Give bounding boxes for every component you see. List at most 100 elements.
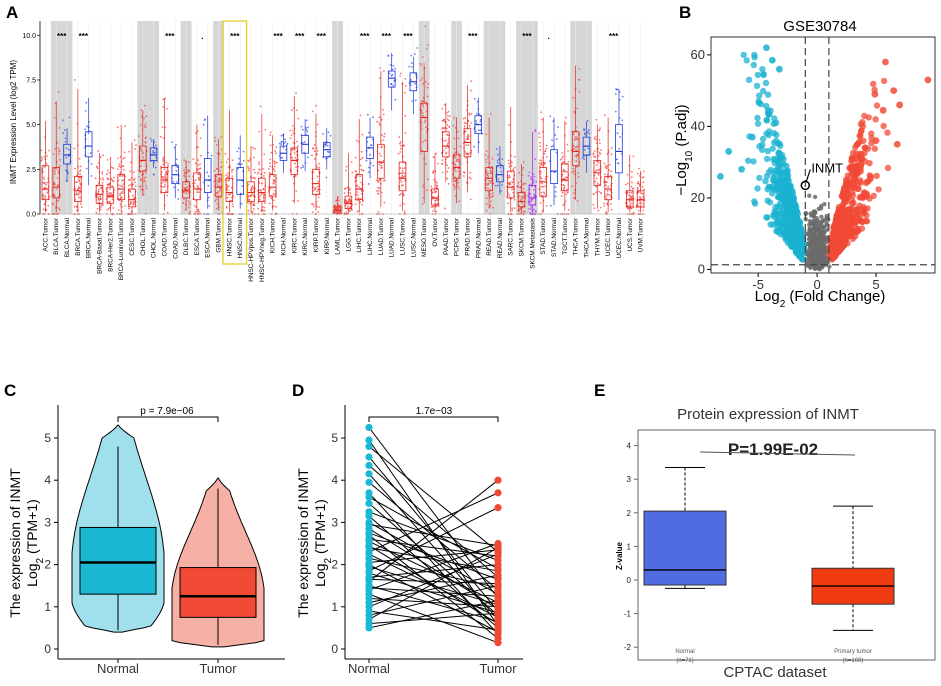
data-point: [109, 191, 112, 194]
x-label: CESC.Tumor: [129, 217, 136, 256]
pair-line: [368, 543, 499, 591]
data-point: [301, 128, 304, 131]
data-point: [490, 200, 492, 203]
data-point: [144, 176, 147, 179]
data-point: [186, 186, 188, 188]
data-point: [365, 159, 368, 162]
data-point: [162, 181, 165, 183]
y-tick-label: 5.0: [26, 122, 36, 129]
data-point: [197, 208, 200, 211]
pair-line: [368, 446, 499, 553]
data-point: [314, 187, 317, 189]
data-point: [361, 133, 364, 136]
data-point: [561, 152, 564, 154]
down-point: [773, 137, 780, 145]
data-point: [316, 205, 318, 208]
data-point: [335, 199, 338, 202]
data-point: [122, 183, 125, 186]
data-point: [311, 154, 313, 157]
data-point: [275, 146, 278, 149]
data-point: [463, 125, 466, 128]
down-point: [769, 145, 776, 152]
data-point: [500, 190, 502, 192]
data-point: [446, 133, 448, 136]
pair-line: [368, 507, 499, 572]
ns-point: [806, 237, 811, 242]
data-point: [626, 182, 629, 185]
data-point: [282, 146, 285, 149]
data-point: [252, 176, 254, 179]
data-point: [426, 86, 429, 89]
data-point: [134, 181, 136, 184]
data-point: [581, 156, 584, 159]
data-point: [573, 148, 575, 151]
box-KIRC.Tumor: [290, 147, 299, 176]
data-point: [119, 192, 121, 195]
data-point: [162, 186, 164, 188]
down-point: [743, 57, 750, 64]
data-point: [453, 188, 456, 191]
down-point: [763, 117, 771, 124]
data-point: [290, 134, 293, 137]
data-point: [441, 171, 444, 174]
data-point: [67, 172, 69, 175]
data-point: [137, 135, 140, 138]
data-point: [318, 166, 321, 169]
data-point: [508, 194, 511, 197]
data-point: [251, 186, 253, 189]
data-point: [533, 208, 536, 211]
data-point: [387, 55, 390, 57]
data-point: [621, 119, 624, 122]
data-point: [225, 161, 228, 164]
data-point: [499, 166, 502, 169]
data-point: [101, 171, 104, 173]
data-point: [162, 177, 165, 180]
data-point: [360, 189, 363, 192]
box-READ.Tumor: [485, 167, 493, 192]
data-point: [498, 158, 500, 161]
data-point: [78, 178, 80, 181]
data-point: [488, 179, 490, 182]
data-point: [193, 186, 196, 188]
data-point: [391, 68, 394, 71]
data-point: [608, 164, 611, 166]
data-point: [576, 107, 579, 110]
data-point: [554, 195, 557, 198]
data-point: [630, 191, 633, 194]
data-point: [284, 138, 286, 141]
significance-mark: ***: [230, 32, 240, 41]
data-point: [184, 176, 187, 178]
data-point: [540, 170, 542, 173]
data-point: [437, 162, 439, 165]
y-tick-label: 1: [627, 542, 632, 551]
data-point: [258, 168, 261, 171]
data-point: [421, 203, 424, 205]
data-point: [295, 92, 297, 94]
data-point: [530, 206, 533, 209]
data-point: [123, 156, 126, 159]
data-point: [595, 169, 598, 171]
data-point: [269, 165, 271, 168]
data-point: [53, 183, 55, 186]
up-point: [850, 184, 858, 191]
data-point: [269, 187, 272, 190]
data-point: [183, 169, 186, 172]
data-point: [595, 138, 598, 141]
down-point: [774, 185, 782, 192]
data-point: [152, 150, 155, 152]
up-point: [884, 164, 892, 172]
data-point: [272, 168, 275, 171]
data-point: [511, 207, 514, 210]
x-label: UCEC.Normal: [616, 218, 623, 258]
data-point: [403, 175, 406, 178]
data-point: [117, 209, 120, 211]
data-point: [292, 125, 294, 127]
data-point: [562, 184, 565, 186]
tumor-point: [494, 561, 502, 569]
data-point: [269, 172, 272, 175]
data-point: [577, 175, 580, 178]
data-point: [593, 137, 596, 140]
data-point: [187, 206, 190, 209]
data-point: [367, 171, 370, 174]
data-point: [219, 189, 221, 192]
